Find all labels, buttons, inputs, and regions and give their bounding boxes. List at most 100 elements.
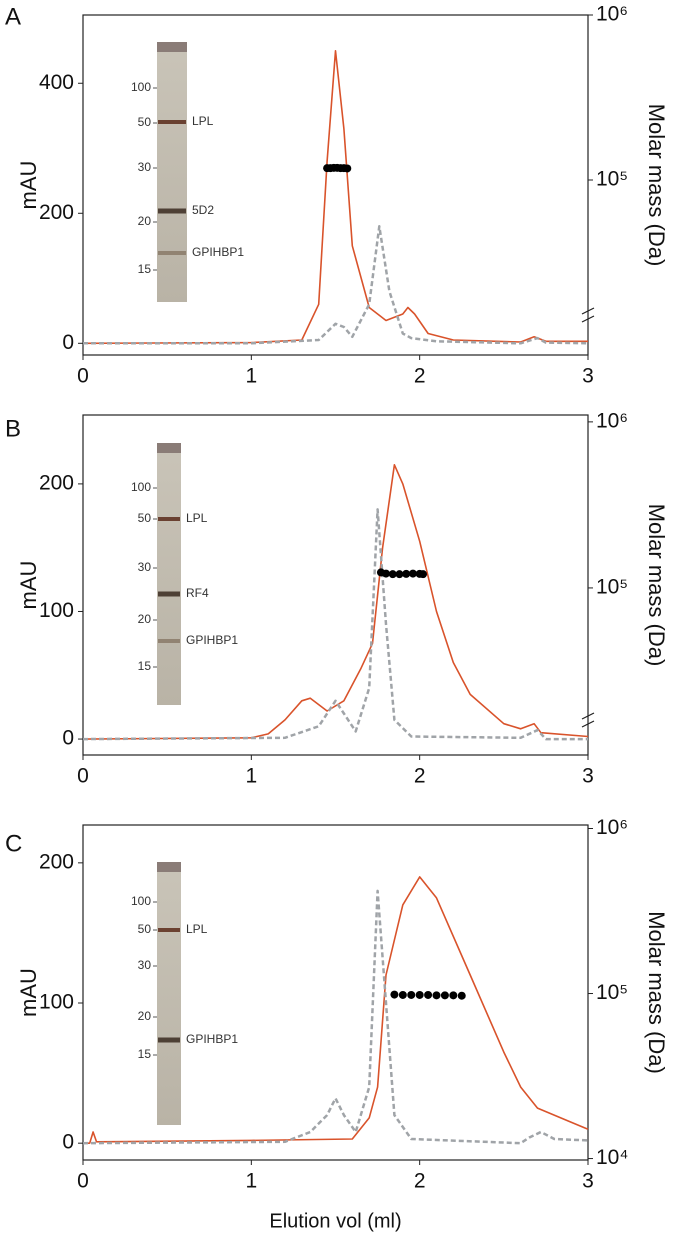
trace-dashed xyxy=(82,889,589,1145)
y-tick-label: 0 xyxy=(62,727,74,750)
y2-tick-label: 10⁶ xyxy=(596,816,628,839)
gel-band xyxy=(158,120,186,124)
panel-label: A xyxy=(5,3,21,30)
y-tick-label: 0 xyxy=(62,1131,74,1154)
x-tick-label: 0 xyxy=(77,365,89,388)
y2-tick-label: 10⁶ xyxy=(596,409,628,432)
gel-lane xyxy=(157,862,181,1125)
molar-mass-point xyxy=(449,991,458,1000)
gel-marker-label: 15 xyxy=(138,659,152,673)
gel-marker-label: 20 xyxy=(138,214,152,228)
y2-axis-label: Molar mass (Da) xyxy=(644,504,669,667)
gel-band xyxy=(158,251,186,255)
molar-mass-point xyxy=(415,990,424,999)
x-tick-label: 2 xyxy=(414,1170,426,1193)
y-tick-label: 400 xyxy=(39,71,74,94)
plot-frame xyxy=(82,14,589,356)
molar-mass-point xyxy=(388,570,397,579)
gel-band-label: GPIHBP1 xyxy=(186,633,238,647)
gel-well xyxy=(157,443,181,453)
y2-axis-label: Molar mass (Da) xyxy=(644,104,669,267)
y2-tick-label: 10⁵ xyxy=(596,981,628,1004)
axis-break xyxy=(581,720,595,728)
gel-marker-label: 30 xyxy=(138,160,152,174)
gel-band xyxy=(158,639,180,643)
gel-marker-label: 30 xyxy=(138,958,152,972)
molar-mass-point xyxy=(407,990,416,999)
molar-mass-point xyxy=(419,570,428,579)
gel-marker-label: 15 xyxy=(138,262,152,276)
panel-label: C xyxy=(5,830,22,857)
y-tick-label: 200 xyxy=(39,201,74,224)
x-tick-label: 1 xyxy=(245,365,257,388)
y-tick-label: 100 xyxy=(39,991,74,1014)
y-tick-label: 100 xyxy=(39,599,74,622)
gel-well xyxy=(157,42,187,52)
y-axis-label: mAU xyxy=(16,968,41,1017)
gel-band-label: GPIHBP1 xyxy=(186,1032,238,1046)
plot-frame xyxy=(82,414,589,756)
gel-marker-label: 100 xyxy=(131,480,151,494)
gel-marker-label: 15 xyxy=(138,1047,152,1061)
molar-mass-point xyxy=(390,990,399,999)
y2-tick-label: 10⁵ xyxy=(596,575,628,598)
trace-dashed xyxy=(83,225,589,345)
x-tick-label: 2 xyxy=(414,765,426,788)
x-tick-label: 0 xyxy=(77,765,89,788)
y2-axis-label: Molar mass (Da) xyxy=(644,911,669,1074)
molar-mass-point xyxy=(395,570,404,579)
gel-band-label: 5D2 xyxy=(192,203,214,217)
gel-marker-label: 50 xyxy=(138,115,152,129)
gel-band-label: RF4 xyxy=(186,586,209,600)
gel-band-label: LPL xyxy=(186,511,208,525)
y-tick-label: 200 xyxy=(39,471,74,494)
y-axis-label: mAU xyxy=(16,561,41,610)
x-tick-label: 0 xyxy=(77,1170,89,1193)
axis-break xyxy=(581,315,595,323)
gel-band-label: GPIHBP1 xyxy=(192,245,244,259)
gel-band xyxy=(158,208,186,214)
molar-mass-point xyxy=(424,990,433,999)
y-tick-label: 0 xyxy=(62,331,74,354)
molar-mass-point xyxy=(402,569,411,578)
y-axis-label: mAU xyxy=(16,161,41,210)
gel-lane xyxy=(157,42,187,302)
gel-band xyxy=(158,1037,180,1043)
molar-mass-point xyxy=(343,164,352,173)
x-tick-label: 3 xyxy=(582,1170,594,1193)
y2-tick-label: 10⁵ xyxy=(596,168,628,191)
gel-marker-label: 50 xyxy=(138,922,152,936)
molar-mass-point xyxy=(408,569,417,578)
molar-mass-point xyxy=(440,991,449,1000)
gel-marker-label: 20 xyxy=(138,612,152,626)
gel-well xyxy=(157,862,181,872)
axis-break xyxy=(581,712,595,720)
gel-marker-label: 30 xyxy=(138,560,152,574)
molar-mass-point xyxy=(432,991,441,1000)
x-axis-label: Elution vol (ml) xyxy=(269,1210,401,1232)
panel-label: B xyxy=(5,415,21,442)
gel-marker-label: 100 xyxy=(131,80,151,94)
gel-band-label: LPL xyxy=(186,922,208,936)
molar-mass-point xyxy=(457,991,466,1000)
x-tick-label: 3 xyxy=(582,365,594,388)
gel-marker-label: 20 xyxy=(138,1009,152,1023)
trace xyxy=(83,876,589,1144)
x-tick-label: 2 xyxy=(414,365,426,388)
gel-marker-label: 50 xyxy=(138,511,152,525)
molar-mass-point xyxy=(398,990,407,999)
trace-dashed xyxy=(82,508,588,741)
gel-band xyxy=(158,517,180,521)
gel-marker-label: 100 xyxy=(131,894,151,908)
trace xyxy=(82,464,589,740)
y2-tick-label: 10⁶ xyxy=(596,3,628,26)
gel-band xyxy=(158,928,180,932)
plot-frame xyxy=(82,824,589,1161)
gel-band-label: LPL xyxy=(192,114,214,128)
axis-break xyxy=(581,307,595,315)
gel-band xyxy=(158,591,180,597)
y2-tick-label: 10⁴ xyxy=(596,1146,628,1169)
gel-lane xyxy=(157,443,181,705)
x-tick-label: 1 xyxy=(245,1170,257,1193)
